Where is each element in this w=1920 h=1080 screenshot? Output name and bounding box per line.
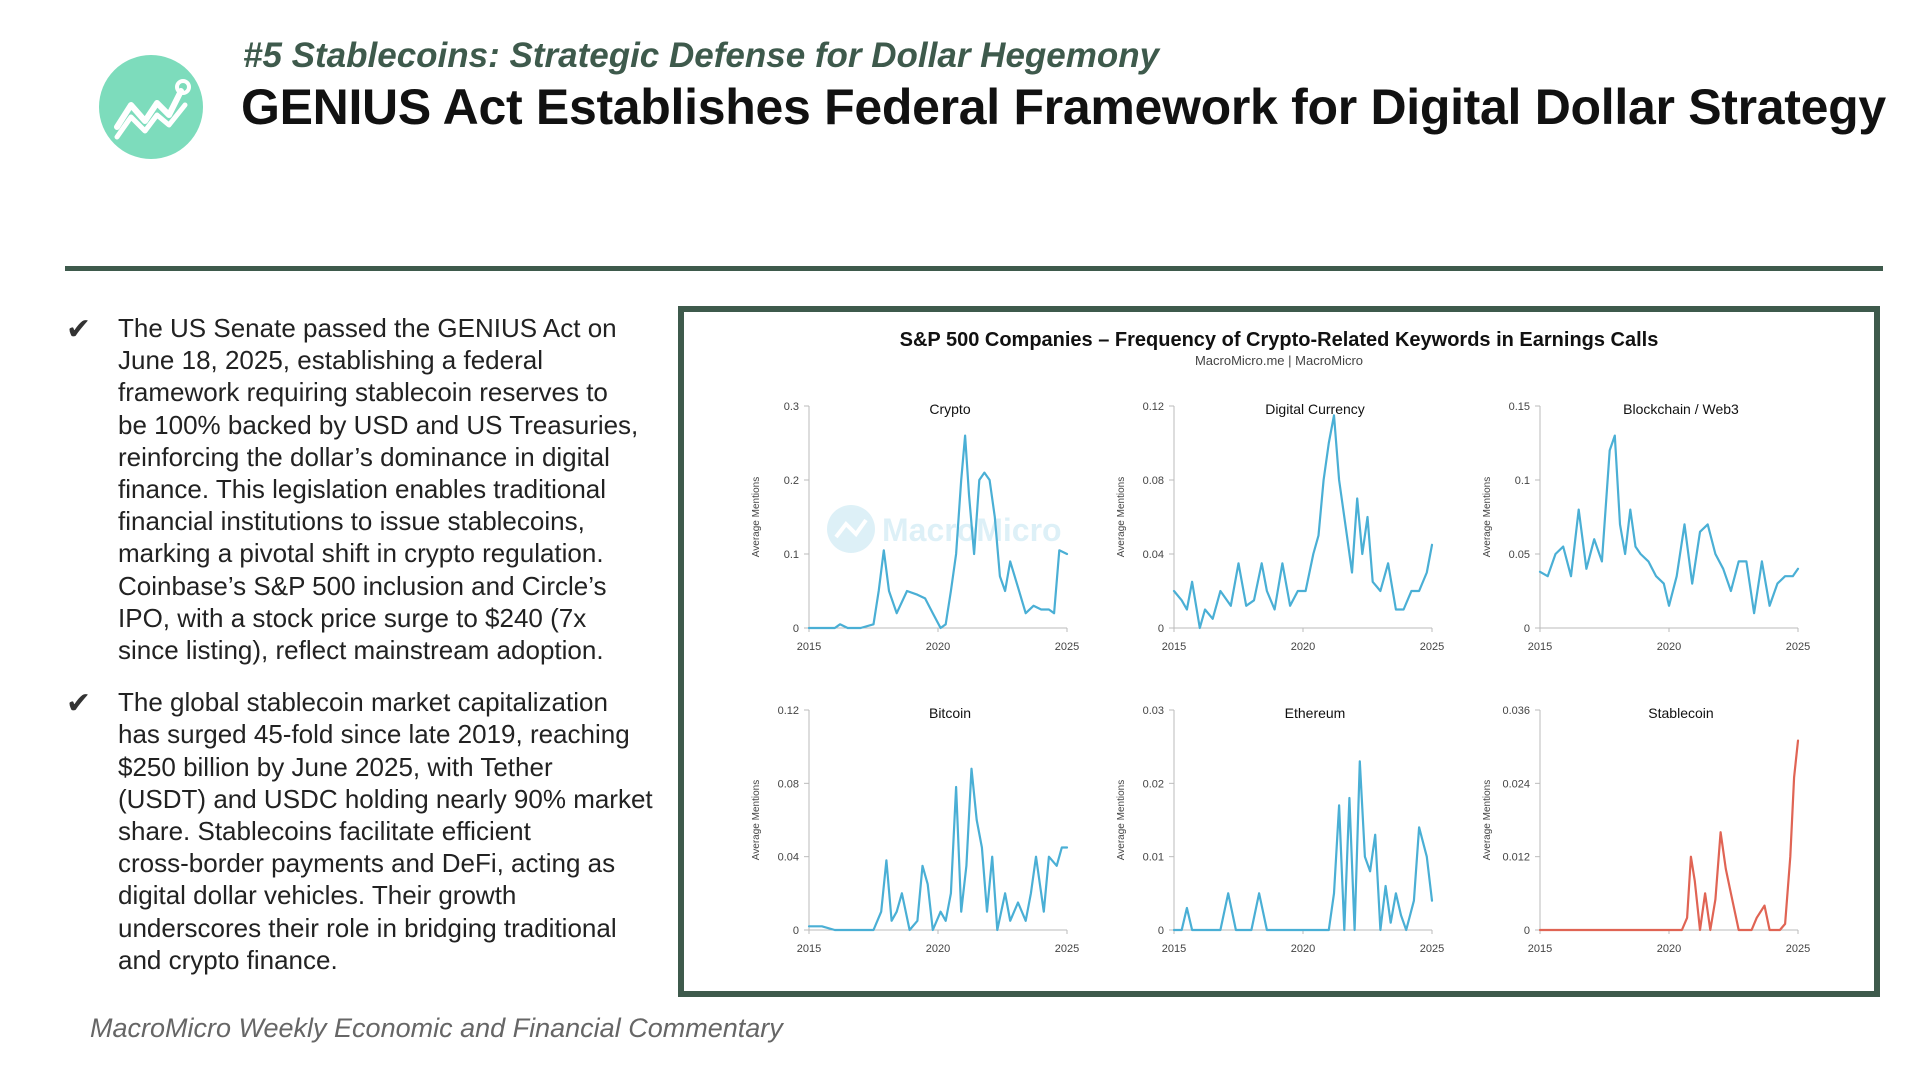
y-tick-label: 0.2 (784, 475, 799, 487)
watermark: MacroMicro (827, 505, 1062, 553)
y-tick-label: 0 (1158, 623, 1164, 635)
y-tick-label: 0 (1524, 623, 1530, 635)
chart-panel-4: 0 0.04 0.08 0.12 2015 2020 2025 Average Mention… (751, 705, 1079, 955)
page-title: GENIUS Act Establishes Federal Framework… (241, 79, 1886, 135)
section-subtitle: #5 Stablecoins: Strategic Defense for Do… (243, 36, 1160, 75)
panel-title: Ethereum (1285, 705, 1346, 721)
x-tick-label: 2025 (1055, 641, 1079, 653)
panel-title: Digital Currency (1265, 401, 1365, 417)
chart-panel: S&P 500 Companies – Frequency of Crypto-… (678, 306, 1880, 997)
chart-panel-6: 0 0.012 0.024 0.036 2015 2020 2025 Average Ment… (1482, 705, 1810, 955)
y-tick-label: 0.1 (1515, 475, 1530, 487)
y-axis-label: Average Mentions (751, 477, 762, 557)
chart-panel-1: 0 0.1 0.2 0.3 2015 2020 2025 Average Mentions Cr… (751, 401, 1079, 653)
watermark-text: MacroMicro (882, 512, 1062, 548)
x-tick-label: 2015 (1162, 943, 1186, 955)
chart-panel-3: 0 0.05 0.1 0.15 2015 2020 2025 Average Mentions… (1482, 401, 1810, 653)
y-tick-label: 0.01 (1143, 852, 1164, 864)
bullet-list: ✔ The US Senate passed the GENIUS Act on… (66, 312, 666, 996)
chart-grid: S&P 500 Companies – Frequency of Crypto-… (751, 329, 1810, 955)
y-tick-label: 0 (793, 623, 799, 635)
series-line (807, 434, 1069, 630)
x-tick-label: 2015 (797, 943, 821, 955)
y-tick-label: 0.05 (1509, 549, 1530, 561)
series-line (1538, 739, 1800, 932)
x-tick-label: 2025 (1786, 641, 1810, 653)
x-tick-label: 2015 (797, 641, 821, 653)
y-tick-label: 0 (793, 925, 799, 937)
y-tick-label: 0.03 (1143, 705, 1164, 717)
y-axis-label: Average Mentions (1116, 780, 1127, 860)
footer-caption: MacroMicro Weekly Economic and Financial… (90, 1013, 783, 1043)
macromicro-logo-icon (827, 505, 875, 553)
y-tick-label: 0.3 (784, 401, 799, 413)
panel-title: Stablecoin (1648, 705, 1713, 721)
chart-source: MacroMicro.me | MacroMicro (1195, 353, 1363, 368)
y-tick-label: 0 (1158, 925, 1164, 937)
header-divider (65, 266, 1883, 271)
series-line (807, 767, 1069, 932)
chart-title: S&P 500 Companies – Frequency of Crypto-… (900, 329, 1659, 351)
panel-title: Crypto (929, 401, 970, 417)
x-tick-label: 2025 (1420, 641, 1444, 653)
x-tick-label: 2020 (926, 943, 950, 955)
bullet-item: ✔ The US Senate passed the GENIUS Act on… (66, 312, 666, 666)
x-tick-label: 2025 (1786, 943, 1810, 955)
y-tick-label: 0.08 (778, 778, 799, 790)
y-axis-label: Average Mentions (1482, 477, 1493, 557)
x-tick-label: 2020 (1657, 943, 1681, 955)
y-tick-label: 0.036 (1502, 705, 1530, 717)
x-tick-label: 2015 (1162, 641, 1186, 653)
series-line (1172, 414, 1434, 630)
y-tick-label: 0 (1524, 925, 1530, 937)
x-tick-label: 2015 (1528, 943, 1552, 955)
bullet-text: The US Senate passed the GENIUS Act on J… (118, 313, 639, 666)
x-tick-label: 2020 (1291, 641, 1315, 653)
y-axis-label: Average Mentions (751, 780, 762, 860)
y-tick-label: 0.15 (1509, 401, 1530, 413)
series-line (1538, 434, 1800, 615)
x-tick-label: 2015 (1528, 641, 1552, 653)
y-tick-label: 0.08 (1143, 475, 1164, 487)
y-axis-label: Average Mentions (1482, 780, 1493, 860)
y-tick-label: 0.12 (778, 705, 799, 717)
y-tick-label: 0.012 (1502, 852, 1530, 864)
x-tick-label: 2020 (1291, 943, 1315, 955)
y-tick-label: 0.04 (1143, 549, 1164, 561)
bullet-text: The global stablecoin market capitalizat… (118, 687, 653, 975)
checkmark-icon: ✔ (66, 686, 92, 722)
y-tick-label: 0.12 (1143, 401, 1164, 413)
y-tick-label: 0.02 (1143, 778, 1164, 790)
bullet-item: ✔ The global stablecoin market capitaliz… (66, 686, 666, 976)
y-axis-label: Average Mentions (1116, 477, 1127, 557)
x-tick-label: 2020 (926, 641, 950, 653)
panel-title: Blockchain / Web3 (1623, 401, 1739, 417)
x-tick-label: 2025 (1055, 943, 1079, 955)
y-tick-label: 0.1 (784, 549, 799, 561)
chart-panel-2: 0 0.04 0.08 0.12 2015 2020 2025 Average Mention… (1116, 401, 1444, 653)
series-line (1172, 760, 1434, 932)
checkmark-icon: ✔ (66, 312, 92, 347)
panel-title: Bitcoin (929, 705, 971, 721)
chart-panel-5: 0 0.01 0.02 0.03 2015 2020 2025 Average Mention… (1116, 705, 1444, 955)
y-tick-label: 0.04 (778, 852, 799, 864)
trend-chart-icon (99, 55, 203, 159)
y-tick-label: 0.024 (1502, 778, 1530, 790)
x-tick-label: 2020 (1657, 641, 1681, 653)
x-tick-label: 2025 (1420, 943, 1444, 955)
